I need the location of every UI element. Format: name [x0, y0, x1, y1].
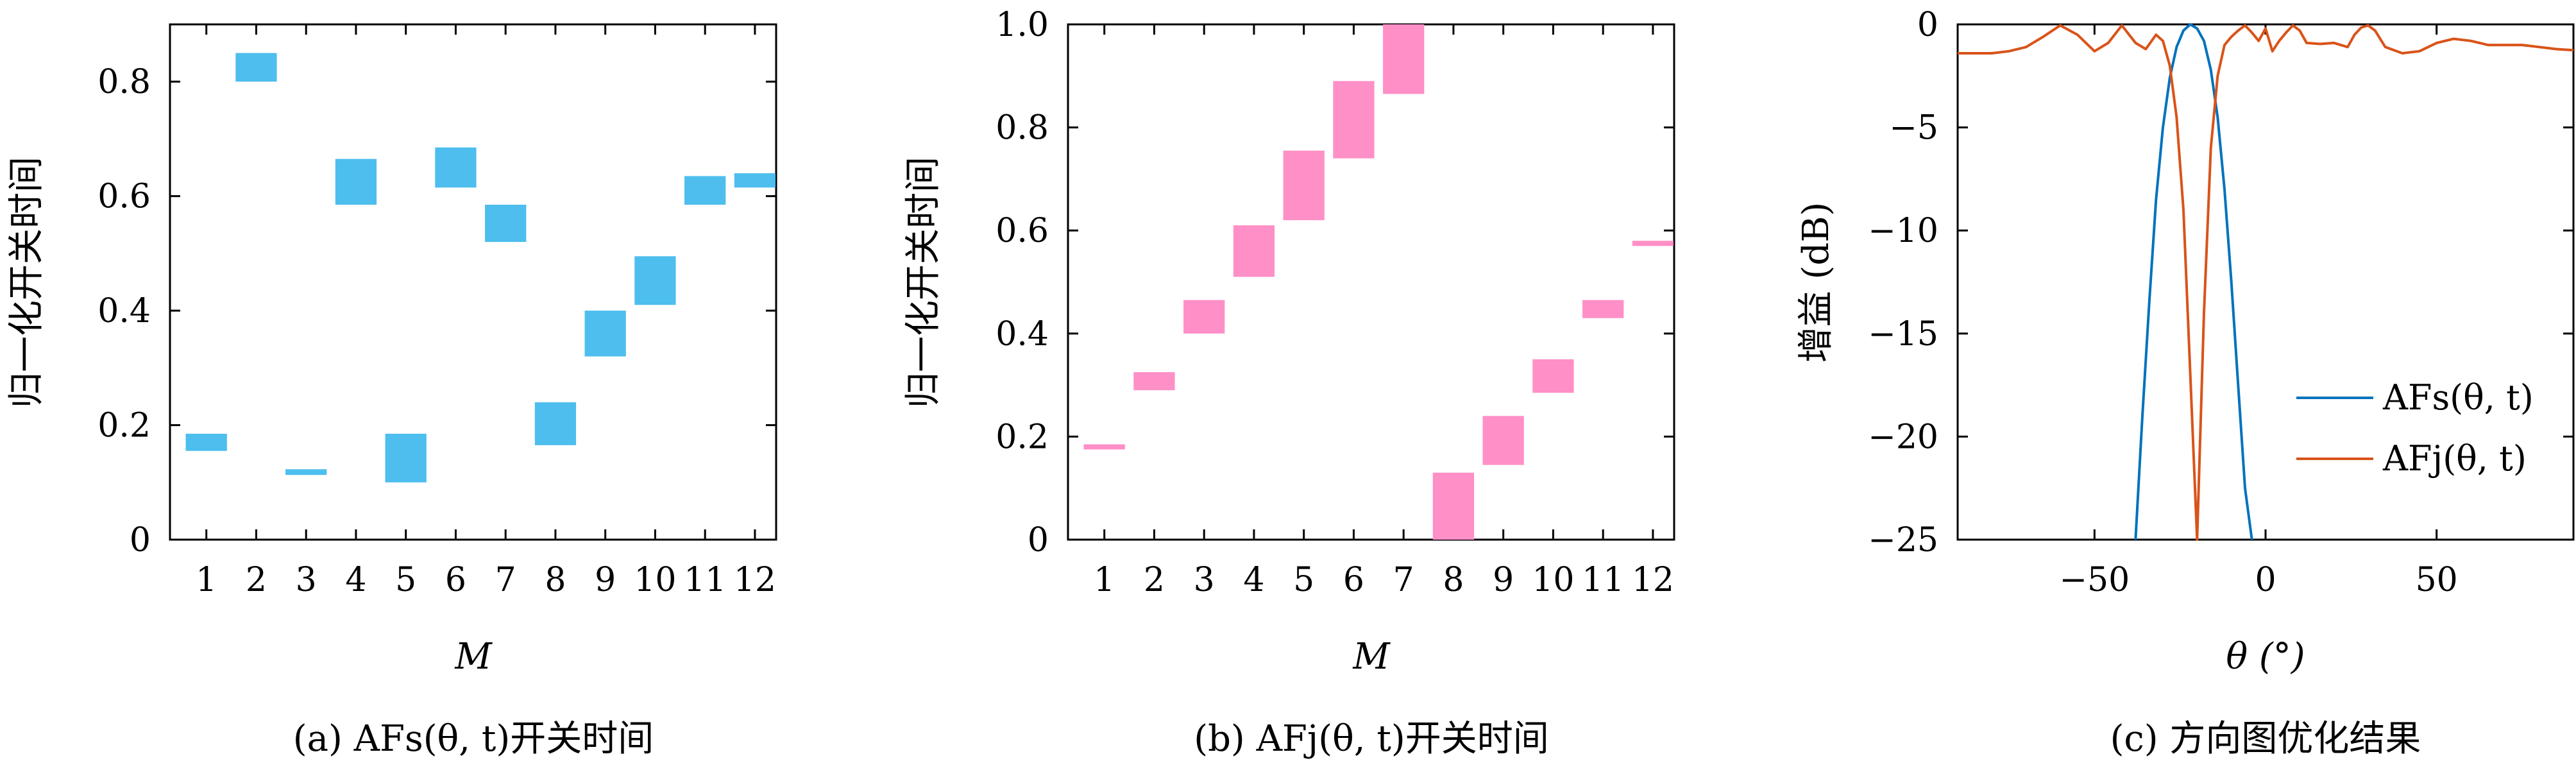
bar-b-9 [1482, 416, 1524, 465]
xtick-label-b-8: 9 [1493, 561, 1514, 599]
ytick-label-b-0: 0 [1028, 521, 1049, 560]
xtick-label-c-2: 50 [2416, 561, 2458, 599]
xtick-label-b-9: 10 [1532, 561, 1574, 599]
ytick-label-b-3: 0.6 [996, 212, 1049, 250]
bar-a-2 [235, 53, 277, 82]
xtick-label-b-6: 7 [1393, 561, 1414, 599]
caption-a: (a) AFs(θ, t)开关时间 [293, 718, 654, 760]
plot-area-b [1067, 23, 1675, 541]
bar-b-5 [1283, 150, 1325, 221]
xtick-label-b-1: 2 [1144, 561, 1165, 599]
bar-a-9 [584, 311, 626, 357]
ticks-c: 0 −5 −10 −15 −20 −25 −50 0 50 [1868, 6, 2573, 599]
ytick-label-b-5: 1.0 [996, 6, 1049, 44]
x-axis-label-a: M [454, 636, 493, 678]
ticks-a: 00.20.40.60.81 2 3 4 5 6 7 8 9 10 11 12 [97, 24, 776, 599]
xtick-label-a-10: 11 [684, 561, 726, 599]
ytick-label-c-0: 0 [1917, 6, 1938, 44]
bar-a-3 [285, 469, 327, 475]
bar-a-8 [534, 402, 577, 445]
ytick-label-b-2: 0.4 [996, 315, 1049, 354]
x-axis-label-b: M [1352, 636, 1391, 678]
caption-b: (b) AFj(θ, t)开关时间 [1194, 718, 1549, 760]
legend-label-afs: AFs(θ, t) [2382, 377, 2534, 418]
bar-b-4 [1233, 225, 1275, 277]
ytick-label-c-3: −15 [1868, 315, 1938, 354]
panel-c: 0 −5 −10 −15 −20 −25 −50 0 50 增益 (dB) θ (°) (c) … [1795, 6, 2575, 760]
bar-b-3 [1183, 300, 1225, 334]
bar-b-2 [1133, 372, 1175, 391]
xtick-label-b-4: 5 [1293, 561, 1314, 599]
xtick-label-c-0: −50 [2059, 561, 2130, 599]
xtick-label-b-10: 11 [1582, 561, 1624, 599]
y-axis-label-a: 归一化开关时间 [6, 157, 47, 408]
ytick-label-c-5: −25 [1868, 521, 1938, 560]
bar-b-11 [1582, 300, 1624, 318]
x-axis-label-c: θ (°) [2226, 636, 2305, 678]
xtick-label-a-6: 7 [495, 561, 516, 599]
xtick-label-a-2: 3 [296, 561, 317, 599]
ytick-label-c-2: −10 [1868, 212, 1938, 250]
bar-a-1 [185, 433, 227, 451]
xtick-label-c-1: 0 [2255, 561, 2276, 599]
ytick-label-c-4: −20 [1868, 418, 1938, 456]
xtick-label-a-8: 9 [595, 561, 616, 599]
bar-a-12 [734, 173, 776, 188]
caption-c: (c) 方向图优化结果 [2110, 718, 2421, 760]
xtick-label-a-9: 10 [634, 561, 676, 599]
xtick-label-a-3: 4 [345, 561, 366, 599]
bar-b-1 [1083, 444, 1125, 450]
bar-a-10 [634, 256, 676, 305]
ytick-label-b-4: 0.8 [996, 109, 1049, 148]
xtick-label-b-5: 6 [1343, 561, 1364, 599]
ticks-b: 00.20.40.60.81.01 2 3 4 5 6 7 8 9 10 11 12 [996, 6, 1674, 599]
bar-a-6 [435, 147, 477, 188]
xtick-label-a-4: 5 [395, 561, 416, 599]
xtick-label-b-2: 3 [1194, 561, 1215, 599]
y-axis-label-c: 增益 (dB) [1795, 202, 1837, 363]
bar-b-10 [1532, 359, 1574, 393]
xtick-label-a-5: 6 [445, 561, 466, 599]
ytick-label-a-1: 0.2 [97, 407, 151, 445]
bars-b [1083, 24, 1674, 540]
bar-a-4 [335, 158, 377, 205]
ytick-label-c-1: −5 [1889, 109, 1938, 148]
ytick-label-b-1: 0.2 [996, 418, 1049, 456]
xtick-label-b-7: 8 [1443, 561, 1464, 599]
series-line-afs [2134, 23, 2253, 540]
legend-c: AFs(θ, t) AFj(θ, t) [2296, 377, 2534, 479]
bar-a-7 [485, 205, 527, 243]
y-axis-label-b: 归一化开关时间 [902, 157, 944, 408]
series-line-afj [1958, 24, 2574, 541]
bar-a-11 [684, 176, 726, 205]
xtick-label-b-0: 1 [1094, 561, 1115, 599]
xtick-label-b-11: 12 [1632, 561, 1674, 599]
panel-b: 00.20.40.60.81.01 2 3 4 5 6 7 8 9 10 11 12 归一化开关时间 … [902, 6, 1675, 760]
panel-a: 00.20.40.60.81 2 3 4 5 6 7 8 9 10 11 12 归一化开关时间 M (… [6, 23, 777, 760]
xtick-label-a-11: 12 [734, 561, 776, 599]
xtick-label-a-0: 1 [196, 561, 217, 599]
bars-a [185, 53, 776, 483]
plot-area-a [169, 23, 777, 541]
xtick-label-b-3: 4 [1243, 561, 1264, 599]
ytick-label-a-0: 0 [130, 521, 151, 560]
ytick-label-a-3: 0.6 [97, 178, 151, 216]
ytick-label-a-2: 0.4 [97, 292, 151, 330]
bar-a-5 [385, 433, 427, 483]
ytick-label-a-4: 0.8 [97, 63, 151, 101]
bar-b-8 [1432, 472, 1475, 540]
xtick-label-a-1: 2 [246, 561, 267, 599]
lines-c [1958, 23, 2574, 541]
bar-b-7 [1383, 24, 1425, 94]
bar-b-6 [1333, 81, 1375, 158]
legend-label-afj: AFj(θ, t) [2382, 438, 2527, 479]
bar-b-12 [1632, 241, 1674, 246]
xtick-label-a-7: 8 [545, 561, 566, 599]
